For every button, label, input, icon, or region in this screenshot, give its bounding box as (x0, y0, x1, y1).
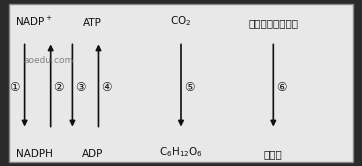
Text: ADP: ADP (81, 149, 103, 159)
Text: ③: ③ (75, 81, 86, 94)
Text: ⑤: ⑤ (184, 81, 195, 94)
Text: ATP: ATP (83, 18, 102, 28)
Text: C$_6$H$_{12}$O$_6$: C$_6$H$_{12}$O$_6$ (159, 146, 203, 159)
Text: ⑥: ⑥ (276, 81, 287, 94)
Text: ①: ① (9, 81, 20, 94)
Text: ④: ④ (101, 81, 112, 94)
Text: 叶绿素: 叶绿素 (264, 149, 283, 159)
Text: aoedu.com: aoedu.com (24, 56, 74, 65)
Text: 失去电子的叶绿素: 失去电子的叶绿素 (248, 18, 298, 28)
Text: NADPH: NADPH (16, 149, 53, 159)
Text: NADP$^+$: NADP$^+$ (16, 15, 53, 28)
Text: ②: ② (52, 81, 63, 94)
Text: CO$_2$: CO$_2$ (170, 14, 192, 28)
